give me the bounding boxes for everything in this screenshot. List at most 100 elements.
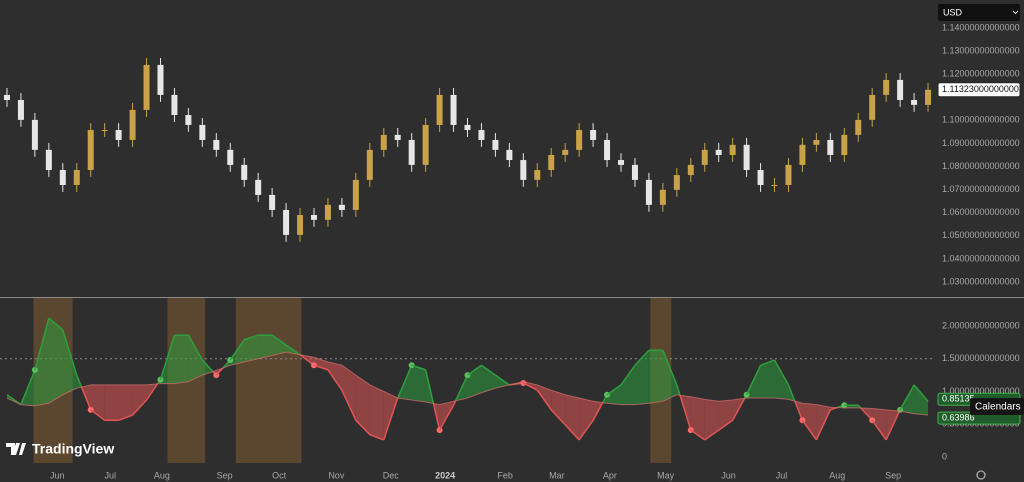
x-tick-label: Oct bbox=[272, 470, 287, 480]
oscillator-segment bbox=[118, 414, 133, 421]
y-tick-label: 1.12000000000000 bbox=[942, 69, 1020, 79]
oscillator-segment bbox=[424, 369, 435, 404]
oscillator-segment bbox=[313, 364, 329, 371]
y-tick-label: 1.04000000000000 bbox=[942, 253, 1020, 263]
candle-body bbox=[506, 149, 513, 161]
oscillator-segment bbox=[452, 400, 457, 406]
oscillator-segment bbox=[187, 334, 204, 361]
oscillator-segment bbox=[676, 384, 681, 396]
settings-icon[interactable] bbox=[976, 470, 986, 480]
main-layer: 1.14000000000000 1.13000000000000 1.120000… bbox=[3, 22, 1020, 480]
y-tick-label: 1.50000000000000 bbox=[942, 353, 1020, 363]
y-tick-label: 0 bbox=[942, 451, 947, 461]
candle-body bbox=[534, 169, 541, 180]
candle-body bbox=[45, 149, 52, 170]
fill-area bbox=[244, 335, 259, 362]
fill-area bbox=[621, 365, 635, 405]
fill-area bbox=[802, 403, 817, 440]
candle-body bbox=[478, 130, 485, 140]
candle-body bbox=[883, 79, 890, 95]
fill-area bbox=[118, 384, 133, 421]
candle-body bbox=[618, 160, 625, 165]
candle-body bbox=[548, 154, 555, 170]
fill-area bbox=[648, 350, 663, 404]
candle-body bbox=[394, 134, 401, 140]
candle-body bbox=[185, 115, 192, 125]
oscillator-segment bbox=[606, 384, 622, 396]
y-tick-label: 1.07000000000000 bbox=[942, 184, 1020, 194]
signal-line bbox=[6, 351, 929, 416]
candle-body bbox=[115, 130, 122, 140]
candle-body bbox=[366, 149, 373, 180]
fill-area bbox=[872, 408, 887, 440]
oscillator-segment bbox=[760, 359, 775, 366]
oscillator-segment bbox=[899, 384, 915, 411]
oscillator-segment bbox=[132, 399, 148, 416]
x-tick-label: Jun bbox=[50, 470, 65, 480]
x-tick-label: Jul bbox=[776, 470, 788, 480]
logo-icon bbox=[6, 443, 26, 455]
candle-body bbox=[255, 179, 262, 195]
candle-body bbox=[841, 134, 848, 155]
candle-body bbox=[701, 149, 708, 165]
y-tick-label: 1.14000000000000 bbox=[942, 22, 1020, 32]
x-tick-label: May bbox=[657, 470, 675, 480]
candle-body bbox=[3, 94, 10, 101]
oscillator-segment bbox=[773, 359, 790, 386]
oscillator-segment bbox=[481, 364, 496, 376]
candle-body bbox=[631, 164, 638, 180]
y-tick-label: 1.13000000000000 bbox=[942, 45, 1020, 55]
oscillator-segment bbox=[432, 403, 441, 431]
candle-body bbox=[129, 109, 136, 140]
candle-body bbox=[813, 139, 820, 145]
oscillator-segment bbox=[913, 384, 929, 402]
fill-area bbox=[188, 335, 203, 382]
candle-body bbox=[31, 119, 38, 150]
candle-body bbox=[101, 130, 108, 132]
candle-body bbox=[464, 124, 471, 131]
candle-body bbox=[283, 209, 290, 235]
oscillator-segment bbox=[704, 429, 720, 441]
oscillator-segment bbox=[271, 334, 287, 346]
oscillator-segment bbox=[454, 374, 469, 402]
oscillator-segment bbox=[801, 419, 817, 441]
candle-body bbox=[297, 215, 304, 235]
oscillator-segment bbox=[592, 402, 604, 421]
oscillator-segment bbox=[90, 409, 106, 421]
oscillator-segment bbox=[229, 339, 245, 361]
oscillator-segment bbox=[159, 334, 176, 380]
oscillator-segment bbox=[731, 397, 746, 421]
oscillator-segment bbox=[679, 394, 692, 431]
fill-area bbox=[174, 335, 189, 384]
oscillator-segment bbox=[550, 409, 566, 426]
oscillator-segment bbox=[690, 429, 706, 441]
candle-body bbox=[604, 139, 611, 161]
oscillator-segment bbox=[885, 410, 901, 441]
fill-area bbox=[690, 396, 705, 440]
fill-area bbox=[355, 375, 370, 435]
oscillator-segment bbox=[634, 349, 650, 366]
y-tick-label: 1.06000000000000 bbox=[942, 207, 1020, 217]
oscillator-segment bbox=[369, 434, 385, 441]
candle-body bbox=[925, 89, 932, 105]
fill-area bbox=[760, 360, 775, 399]
oscillator-segment bbox=[355, 419, 371, 436]
fill-area bbox=[774, 360, 789, 400]
candle-body bbox=[422, 124, 429, 165]
oscillator-segment bbox=[20, 369, 36, 405]
candle-body bbox=[562, 149, 569, 155]
fill-area bbox=[704, 399, 719, 440]
candle-body bbox=[436, 94, 443, 125]
candle-body bbox=[17, 100, 24, 120]
tooltip-box bbox=[970, 398, 1024, 415]
currency-box[interactable] bbox=[938, 4, 1020, 21]
oscillator-segment bbox=[871, 419, 887, 441]
candle-body bbox=[143, 64, 150, 110]
oscillator-segment bbox=[662, 349, 678, 386]
candle-body bbox=[729, 144, 736, 155]
oscillator-segment bbox=[201, 359, 214, 373]
fill-area bbox=[258, 335, 273, 359]
oscillator-segment bbox=[383, 397, 399, 441]
x-tick-label: Sep bbox=[217, 470, 233, 480]
currency[interactable]: USD bbox=[943, 7, 963, 17]
